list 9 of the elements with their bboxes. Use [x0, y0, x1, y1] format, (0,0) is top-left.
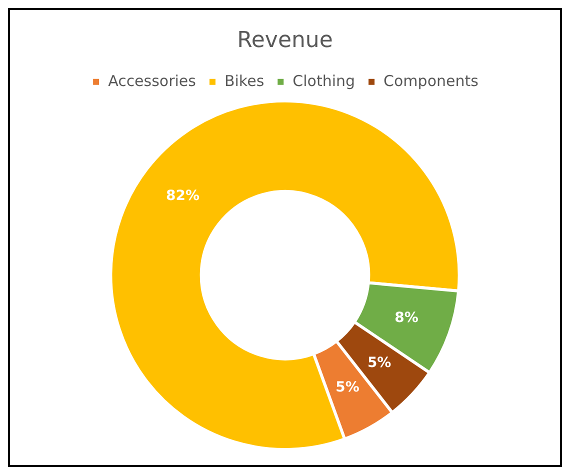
data-label: 8% — [394, 310, 418, 326]
legend-label: Components — [384, 72, 479, 90]
legend-label: Bikes — [224, 72, 264, 90]
data-label: 82% — [166, 188, 200, 204]
legend-label: Clothing — [292, 72, 356, 90]
legend-label: Accessories — [108, 72, 196, 90]
data-label: 5% — [336, 380, 360, 396]
data-label: 5% — [367, 354, 392, 371]
chart-title: Revenue — [237, 28, 333, 53]
